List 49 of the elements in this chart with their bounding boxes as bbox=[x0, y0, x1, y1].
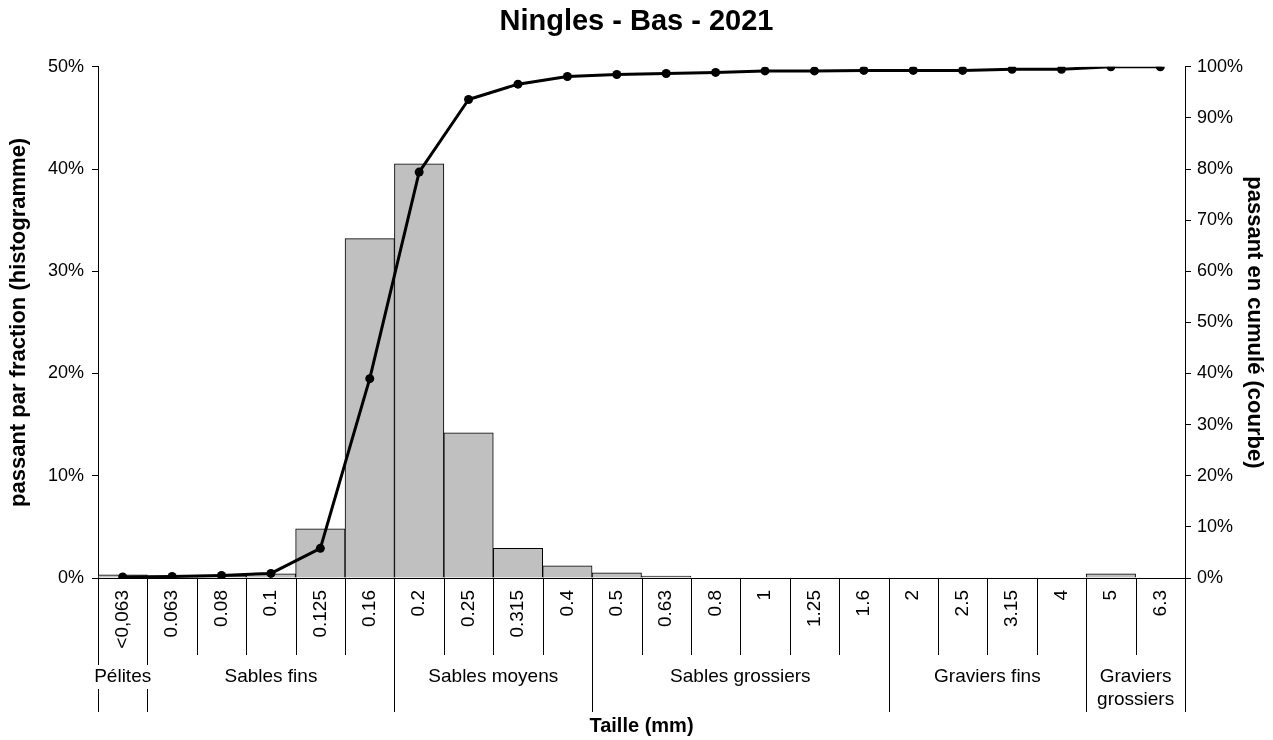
x-tick-label: 0.2 bbox=[407, 590, 429, 617]
y-tick-label: 20% bbox=[47, 362, 84, 383]
x-tick-label: 1.6 bbox=[852, 590, 874, 617]
x-tick-label: 0.8 bbox=[703, 590, 725, 617]
y-axis-title: passant par fraction (histogramme) bbox=[5, 137, 31, 507]
x-tick-label: 1.25 bbox=[802, 590, 824, 627]
y2-tick-label: 10% bbox=[1197, 515, 1234, 536]
y2-tick-label: 40% bbox=[1197, 362, 1234, 383]
y-tick-label: 0% bbox=[57, 566, 84, 587]
x-tick-label: 0.4 bbox=[555, 589, 577, 617]
y2-tick-label: 50% bbox=[1197, 311, 1234, 332]
text: Sables moyens bbox=[428, 665, 559, 687]
y2-tick-label: 0% bbox=[1197, 566, 1224, 587]
y2-tick-label: 90% bbox=[1197, 106, 1234, 127]
x-tick-label: 0.063 bbox=[160, 590, 182, 638]
chart-title: Ningles - Bas - 2021 bbox=[499, 4, 774, 37]
y-tick-label: 30% bbox=[47, 260, 84, 281]
x-tick-label: 2 bbox=[901, 590, 923, 601]
x-tick-label: 0.25 bbox=[456, 590, 478, 627]
x-tick-label: 1 bbox=[753, 590, 775, 601]
x-tick-label: 2.5 bbox=[950, 590, 972, 617]
x-tick-label: 6.3 bbox=[1148, 590, 1170, 617]
x-tick-label: 3.15 bbox=[1000, 590, 1022, 627]
text: Sables fins bbox=[224, 665, 318, 687]
x-axis-title: Taille (mm) bbox=[589, 713, 694, 736]
x-tick-label: <0,063 bbox=[110, 590, 132, 649]
y-tick-label: 40% bbox=[47, 158, 84, 179]
y2-tick-label: 80% bbox=[1197, 158, 1234, 179]
text: Pélites bbox=[94, 665, 152, 687]
x-tick-label: 0.1 bbox=[259, 590, 281, 617]
y2-tick-label: 100% bbox=[1197, 55, 1244, 76]
text: Sables grossiers bbox=[670, 665, 811, 687]
y2-tick-label: 60% bbox=[1197, 260, 1234, 281]
y-tick-label: 10% bbox=[47, 464, 84, 485]
x-tick-label: 0.315 bbox=[506, 590, 528, 638]
text: Graviers fins bbox=[934, 665, 1041, 687]
x-tick-label: 0.5 bbox=[605, 590, 627, 617]
x-tick-label: 5 bbox=[1099, 590, 1121, 601]
y2-axis-title: passant en cumulé (courbe) bbox=[1242, 176, 1268, 469]
text: Graviers grossiers bbox=[1097, 665, 1175, 710]
x-tick-label: 0.125 bbox=[308, 590, 330, 638]
y2-tick-label: 30% bbox=[1197, 413, 1234, 434]
x-tick-label: 0.08 bbox=[209, 590, 231, 627]
y-tick-label: 50% bbox=[47, 55, 84, 76]
y2-tick-label: 20% bbox=[1197, 464, 1234, 485]
x-tick-label: 0.63 bbox=[654, 590, 676, 627]
y2-tick-label: 70% bbox=[1197, 209, 1234, 230]
x-tick-label: 0.16 bbox=[357, 590, 379, 627]
x-tick-label: 4 bbox=[1049, 589, 1071, 601]
